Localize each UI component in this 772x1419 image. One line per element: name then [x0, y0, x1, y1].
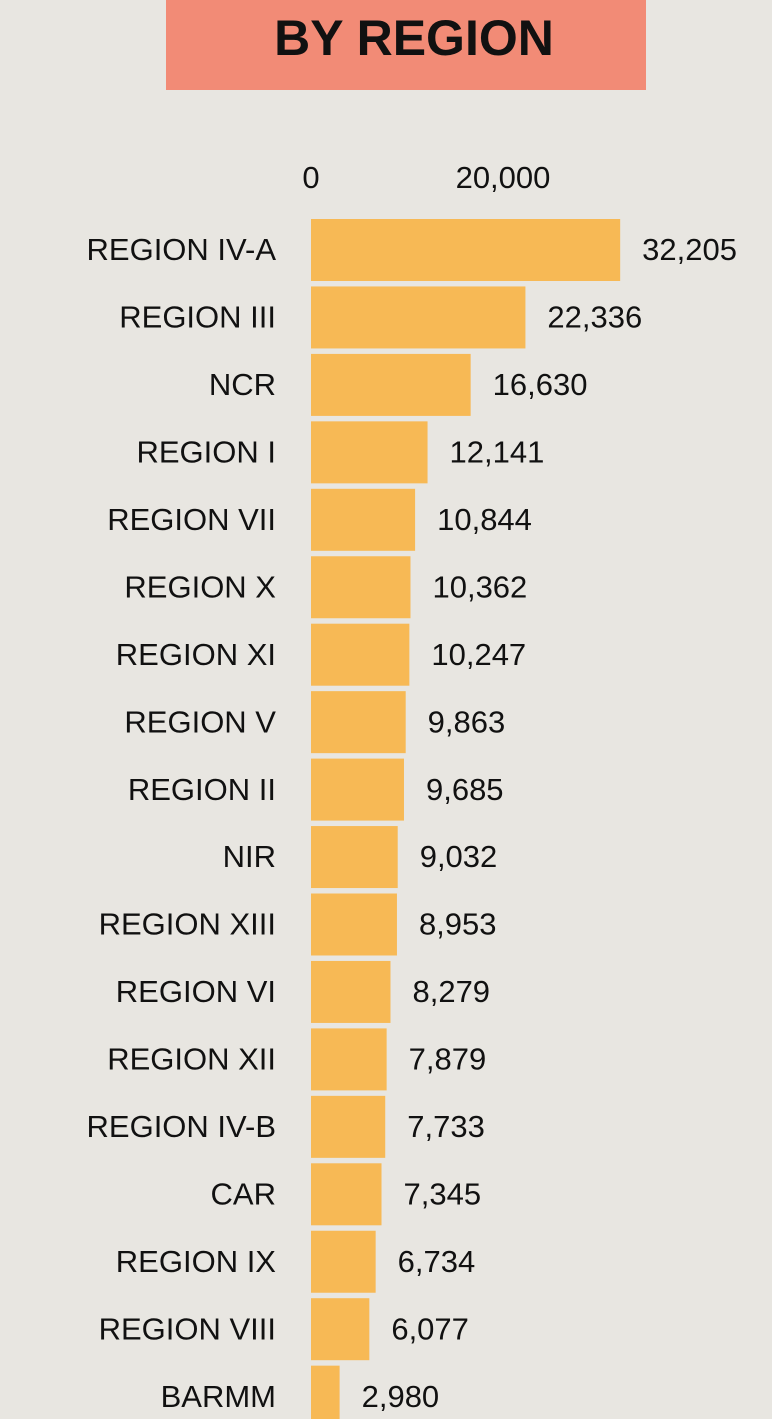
bar [311, 960, 391, 1023]
bar [311, 893, 397, 956]
category-label: REGION II [128, 772, 276, 807]
bar [311, 421, 428, 484]
bar [311, 623, 410, 686]
category-label: REGION IX [116, 1244, 277, 1279]
value-label: 8,953 [419, 907, 497, 942]
bar [311, 1163, 382, 1226]
category-label: REGION XIII [99, 907, 276, 942]
category-label: REGION V [124, 704, 276, 739]
value-label: 2,980 [362, 1379, 440, 1414]
value-label: 9,032 [420, 839, 498, 874]
category-label: CAR [211, 1176, 276, 1211]
bar [311, 1365, 340, 1419]
bar [311, 286, 526, 349]
category-label: REGION XI [116, 637, 276, 672]
bar [311, 1095, 386, 1158]
bar [311, 488, 416, 551]
value-label: 10,362 [432, 569, 527, 604]
category-label: NIR [223, 839, 276, 874]
value-label: 12,141 [450, 435, 545, 470]
bar [311, 1298, 370, 1361]
value-label: 7,733 [407, 1109, 485, 1144]
bar [311, 1230, 376, 1293]
category-label: REGION VI [116, 974, 276, 1009]
bar [311, 758, 404, 821]
value-label: 10,247 [431, 637, 526, 672]
value-label: 6,077 [391, 1311, 469, 1346]
category-label: REGION VIII [99, 1311, 276, 1346]
bar [311, 556, 411, 619]
category-label: REGION I [136, 435, 276, 470]
value-label: 16,630 [493, 367, 588, 402]
category-label: REGION III [119, 300, 276, 335]
bar [311, 1028, 387, 1091]
category-label: REGION XII [107, 1042, 276, 1077]
category-label: REGION IV-A [87, 232, 277, 267]
bar [311, 219, 621, 281]
value-label: 6,734 [398, 1244, 476, 1279]
bar [311, 691, 406, 754]
x-tick-label: 20,000 [456, 160, 551, 195]
category-label: REGION X [124, 569, 276, 604]
value-label: 8,279 [412, 974, 490, 1009]
value-label: 7,345 [404, 1176, 482, 1211]
value-label: 32,205 [642, 232, 737, 267]
value-label: 10,844 [437, 502, 532, 537]
bar [311, 353, 471, 416]
value-label: 22,336 [547, 300, 642, 335]
chart-title: BY REGION [274, 10, 554, 66]
value-label: 7,879 [409, 1042, 487, 1077]
category-label: REGION IV-B [87, 1109, 276, 1144]
title-banner [166, 0, 646, 90]
category-label: BARMM [161, 1379, 276, 1414]
category-label: REGION VII [107, 502, 276, 537]
category-label: NCR [209, 367, 276, 402]
value-label: 9,685 [426, 772, 504, 807]
bar [311, 826, 398, 889]
x-tick-label: 0 [302, 160, 319, 195]
value-label: 9,863 [428, 704, 506, 739]
